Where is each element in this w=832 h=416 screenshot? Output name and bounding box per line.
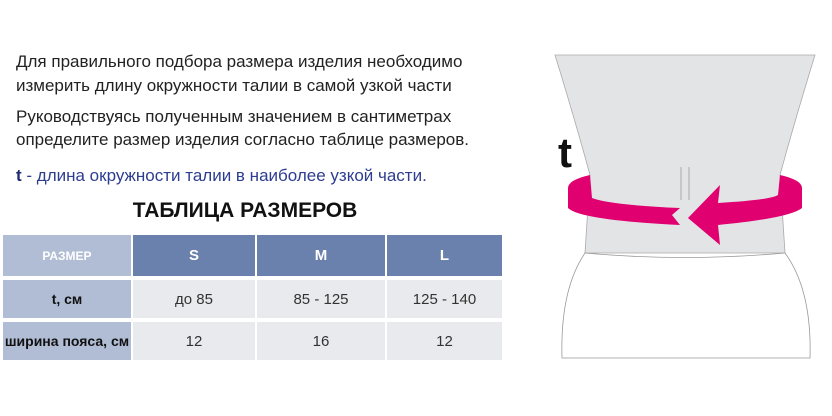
table-cell: 12	[133, 322, 255, 360]
table-cell: 125 - 140	[387, 280, 502, 318]
pants	[561, 252, 811, 359]
row-label: ширина пояса, см	[3, 322, 131, 360]
table-title: ТАБЛИЦА РАЗМЕРОВ	[132, 199, 358, 222]
t-definition: t - длина окружности талии в наиболее уз…	[16, 166, 427, 186]
size-table: РАЗМЕР S M L t, см до 85 85 - 125 125 - …	[1, 231, 504, 364]
torso	[554, 54, 816, 254]
measure-arrow-icon	[568, 175, 802, 245]
header-cell: L	[387, 235, 502, 276]
t-label: t	[558, 129, 572, 176]
table-cell: 16	[257, 322, 385, 360]
waist-figure: t	[554, 54, 816, 359]
table-cell: до 85	[133, 280, 255, 318]
table-cell: 85 - 125	[257, 280, 385, 318]
t-symbol: t	[16, 166, 22, 185]
table-row: ширина пояса, см 12 16 12	[3, 322, 502, 360]
header-cell: РАЗМЕР	[3, 235, 131, 276]
row-label: t, см	[3, 280, 131, 318]
instruction-line: определите размер изделия согласно табли…	[16, 130, 469, 149]
header-cell: M	[257, 235, 385, 276]
instruction-line: Руководствуясь полученным значением в са…	[16, 107, 452, 126]
instruction-line: Для правильного подбора размера изделия …	[16, 52, 463, 71]
t-definition-text: - длина окружности талии в наиболее узко…	[21, 166, 427, 185]
instruction-line: измерить длину окружности талии в самой …	[16, 76, 452, 95]
table-header-row: РАЗМЕР S M L	[3, 235, 502, 276]
header-cell: S	[133, 235, 255, 276]
table-row: t, см до 85 85 - 125 125 - 140	[3, 280, 502, 318]
table-cell: 12	[387, 322, 502, 360]
